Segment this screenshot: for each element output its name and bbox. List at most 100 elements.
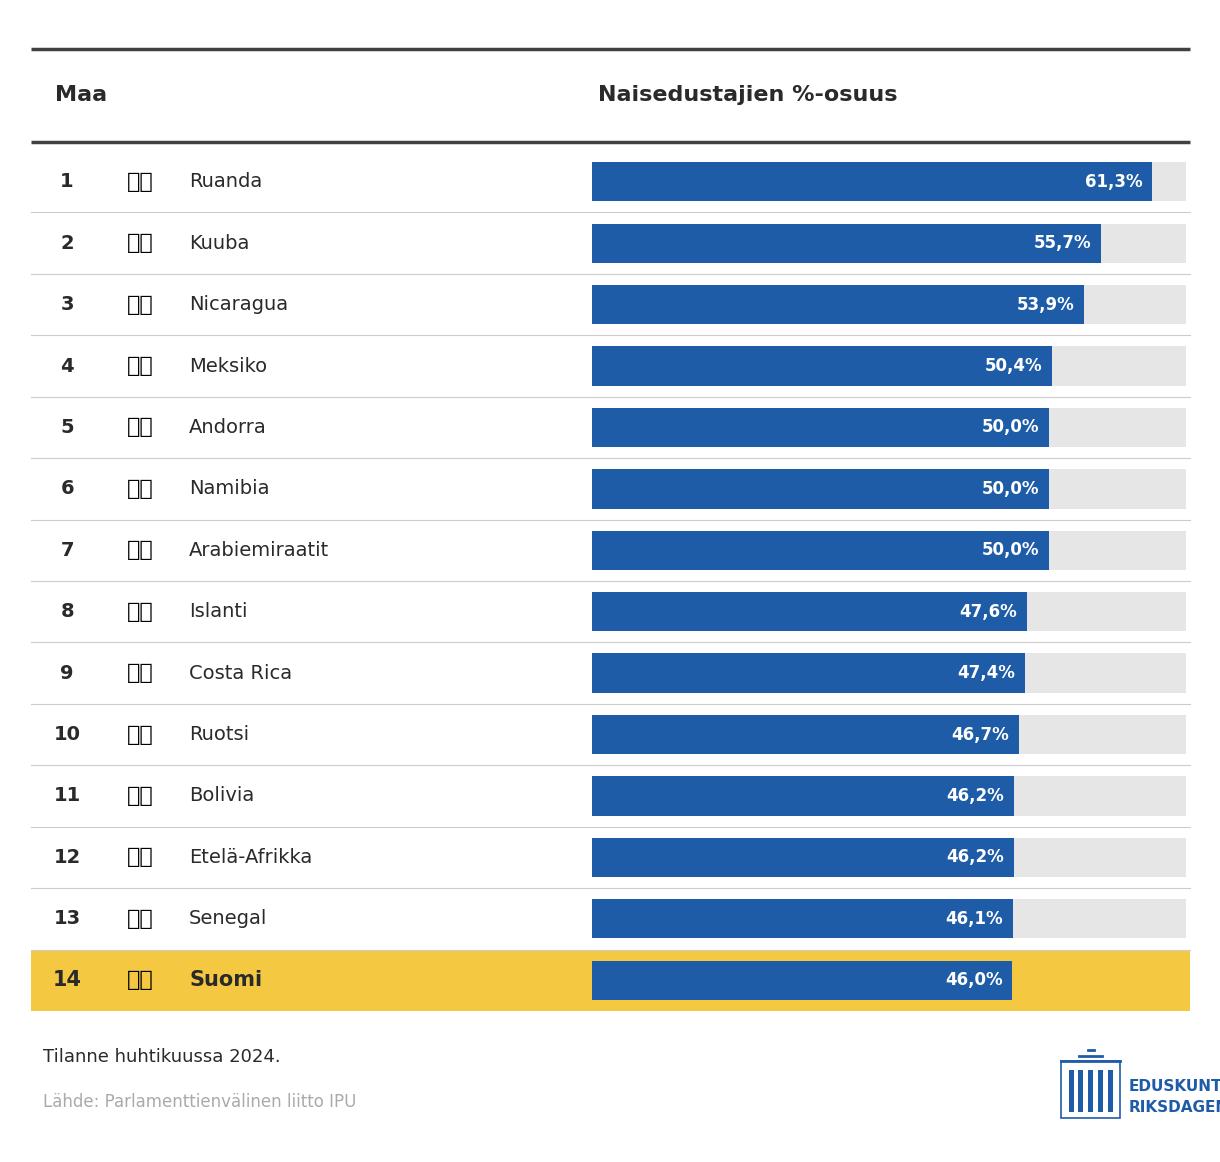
Text: Maa: Maa [55, 85, 107, 106]
Text: Costa Rica: Costa Rica [189, 664, 293, 682]
Text: 50,4%: 50,4% [985, 357, 1043, 375]
Text: 47,4%: 47,4% [958, 665, 1015, 682]
Text: EDUSKUNTA
RIKSDAGEN: EDUSKUNTA RIKSDAGEN [1128, 1079, 1220, 1114]
Text: Naisedustajien %-osuus: Naisedustajien %-osuus [598, 85, 897, 106]
Bar [592, 593, 1186, 631]
Text: Senegal: Senegal [189, 910, 267, 928]
Text: 🇳🇮: 🇳🇮 [127, 295, 154, 315]
Text: 🇷🇼: 🇷🇼 [127, 172, 154, 192]
Text: 🇲🇽: 🇲🇽 [127, 356, 154, 376]
Text: 46,2%: 46,2% [947, 787, 1004, 805]
Text: Ruotsi: Ruotsi [189, 725, 249, 744]
Bar [592, 961, 1013, 999]
Text: 🇸🇳: 🇸🇳 [127, 909, 154, 928]
Text: 🇨🇷: 🇨🇷 [127, 664, 154, 683]
Text: 46,7%: 46,7% [952, 725, 1009, 744]
Text: 53,9%: 53,9% [1016, 295, 1075, 314]
Text: 🇧🇴: 🇧🇴 [127, 786, 154, 806]
Text: 9: 9 [60, 664, 74, 682]
Text: 46,2%: 46,2% [947, 848, 1004, 867]
Text: Tilanne huhtikuussa 2024.: Tilanne huhtikuussa 2024. [43, 1048, 281, 1067]
Bar [30, 581, 1190, 643]
Bar [30, 766, 1190, 826]
Bar [30, 151, 1190, 213]
Text: 🇦🇩: 🇦🇩 [127, 417, 154, 437]
Bar [30, 396, 1190, 458]
Bar [1078, 1070, 1083, 1112]
Bar [592, 346, 1186, 386]
Text: Meksiko: Meksiko [189, 357, 267, 375]
Text: 47,6%: 47,6% [959, 603, 1017, 621]
Text: 🇮🇸: 🇮🇸 [127, 602, 154, 622]
Text: 7: 7 [60, 540, 74, 560]
Text: 🇳🇦: 🇳🇦 [127, 479, 154, 498]
Bar [592, 715, 1019, 754]
Bar [30, 643, 1190, 704]
Text: Lähde: Parlamenttienvälinen liitto IPU: Lähde: Parlamenttienvälinen liitto IPU [43, 1092, 356, 1111]
Text: 5: 5 [60, 418, 74, 437]
Bar [592, 163, 1152, 201]
Bar [592, 346, 1053, 386]
Text: 61,3%: 61,3% [1085, 173, 1142, 191]
Text: 11: 11 [54, 787, 81, 805]
Bar [592, 899, 1013, 939]
Bar [592, 593, 1027, 631]
Text: 8: 8 [60, 602, 74, 622]
Text: Arabiemiraatit: Arabiemiraatit [189, 540, 329, 560]
Text: Andorra: Andorra [189, 418, 267, 437]
Text: 50,0%: 50,0% [981, 480, 1039, 497]
Bar [592, 223, 1186, 263]
Bar [592, 531, 1049, 569]
Text: 3: 3 [60, 295, 74, 314]
Bar [1108, 1070, 1113, 1112]
Text: 🇫🇮: 🇫🇮 [127, 970, 154, 990]
Bar [592, 469, 1049, 509]
Bar [1069, 1070, 1074, 1112]
Bar [1061, 1061, 1120, 1118]
Text: 🇨🇺: 🇨🇺 [127, 234, 154, 253]
Text: 14: 14 [52, 970, 82, 990]
Bar [1088, 1070, 1093, 1112]
Bar [592, 653, 1025, 693]
Bar [30, 704, 1190, 766]
Bar [592, 653, 1186, 693]
Bar [592, 408, 1049, 447]
Text: Nicaragua: Nicaragua [189, 295, 288, 314]
Bar [1098, 1070, 1103, 1112]
Text: Bolivia: Bolivia [189, 787, 254, 805]
Bar [30, 949, 1190, 1011]
Text: Kuuba: Kuuba [189, 234, 249, 252]
Bar [30, 519, 1190, 581]
Bar [592, 285, 1085, 324]
Bar [592, 408, 1186, 447]
Text: 🇸🇪: 🇸🇪 [127, 725, 154, 745]
Text: 6: 6 [60, 480, 74, 498]
Bar [30, 213, 1190, 274]
Text: Islanti: Islanti [189, 602, 248, 622]
Bar [592, 899, 1186, 939]
Text: 50,0%: 50,0% [981, 541, 1039, 559]
Bar [30, 888, 1190, 949]
Bar [592, 838, 1014, 877]
Text: 46,1%: 46,1% [946, 910, 1003, 927]
Text: 13: 13 [54, 910, 81, 928]
Bar [592, 715, 1186, 754]
Text: 46,0%: 46,0% [944, 971, 1003, 989]
Bar [592, 285, 1186, 324]
Text: Etelä-Afrikka: Etelä-Afrikka [189, 848, 312, 867]
Text: 4: 4 [60, 357, 74, 375]
Bar [30, 458, 1190, 519]
Bar [30, 274, 1190, 336]
Text: 2: 2 [60, 234, 74, 252]
Bar [592, 469, 1186, 509]
Text: Ruanda: Ruanda [189, 172, 262, 192]
Bar [592, 776, 1186, 816]
Bar [30, 336, 1190, 396]
Text: 12: 12 [54, 848, 81, 867]
Text: 🇦🇪: 🇦🇪 [127, 540, 154, 560]
Bar [592, 838, 1186, 877]
Text: 1: 1 [60, 172, 74, 192]
Text: Suomi: Suomi [189, 970, 262, 990]
Text: 55,7%: 55,7% [1033, 235, 1091, 252]
Bar [592, 223, 1100, 263]
